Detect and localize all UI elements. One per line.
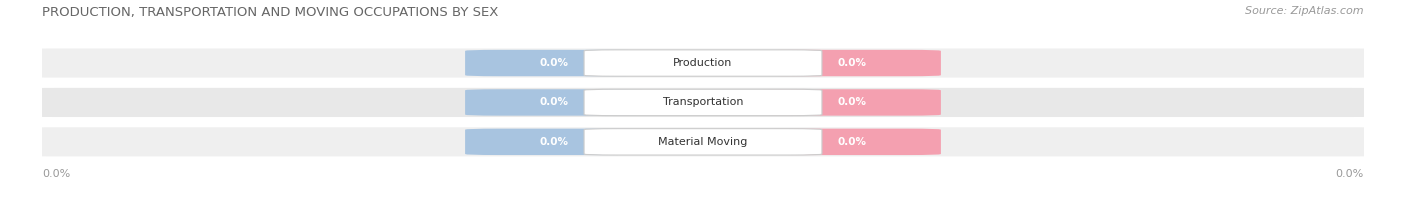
FancyBboxPatch shape [30, 48, 1376, 78]
FancyBboxPatch shape [465, 50, 644, 76]
FancyBboxPatch shape [30, 127, 1376, 156]
FancyBboxPatch shape [583, 89, 823, 116]
FancyBboxPatch shape [762, 89, 941, 116]
Text: 0.0%: 0.0% [540, 137, 569, 147]
FancyBboxPatch shape [762, 129, 941, 155]
FancyBboxPatch shape [465, 89, 644, 116]
Text: Production: Production [673, 58, 733, 68]
Text: 0.0%: 0.0% [540, 58, 569, 68]
Text: 0.0%: 0.0% [837, 58, 866, 68]
FancyBboxPatch shape [583, 129, 823, 155]
Text: 0.0%: 0.0% [540, 98, 569, 107]
Text: PRODUCTION, TRANSPORTATION AND MOVING OCCUPATIONS BY SEX: PRODUCTION, TRANSPORTATION AND MOVING OC… [42, 6, 499, 19]
Text: 0.0%: 0.0% [837, 98, 866, 107]
Text: 0.0%: 0.0% [42, 169, 70, 179]
FancyBboxPatch shape [583, 50, 823, 76]
FancyBboxPatch shape [762, 50, 941, 76]
Text: 0.0%: 0.0% [1336, 169, 1364, 179]
Text: 0.0%: 0.0% [837, 137, 866, 147]
FancyBboxPatch shape [30, 88, 1376, 117]
FancyBboxPatch shape [465, 129, 644, 155]
Text: Transportation: Transportation [662, 98, 744, 107]
Text: Material Moving: Material Moving [658, 137, 748, 147]
Text: Source: ZipAtlas.com: Source: ZipAtlas.com [1246, 6, 1364, 16]
